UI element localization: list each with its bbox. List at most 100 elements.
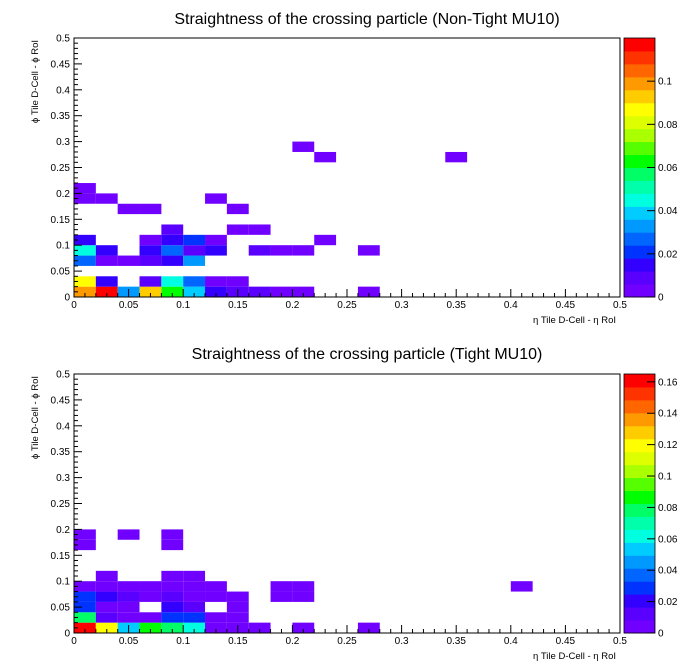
y-axis-label: ϕ Tile D-Cell - ϕ RoI [30, 376, 41, 459]
x-tick-label: 0.1 [176, 300, 190, 311]
heatmap-bin [357, 286, 380, 297]
y-tick-label: 0.2 [56, 189, 70, 200]
x-tick-label: 0.2 [285, 636, 299, 647]
heatmap-bin [183, 286, 206, 297]
heatmap-bin [248, 224, 271, 235]
heatmap-bin [74, 286, 96, 297]
heatmap-bin [183, 234, 206, 246]
colorbar-tick-label: 0.1 [658, 472, 672, 483]
heatmap-bin [205, 193, 227, 204]
colorbar-segment [624, 89, 655, 104]
x-tick-label: 0.5 [613, 636, 627, 647]
colorbar-segment [624, 115, 655, 130]
heatmap-bin [248, 622, 271, 633]
y-tick-label: 0.05 [51, 267, 71, 278]
colorbar-segment [624, 529, 655, 543]
colorbar-segment [624, 245, 655, 259]
colorbar-segment [624, 63, 655, 78]
y-tick-label: 0.15 [51, 215, 71, 226]
colorbar-segment [624, 193, 655, 207]
heatmap-bin [161, 234, 184, 246]
heatmap-bin [161, 591, 184, 602]
colorbar-segment [624, 464, 655, 479]
heatmap-bin [205, 245, 227, 256]
x-tick-label: 0.1 [176, 636, 190, 647]
colorbar-segment [624, 399, 655, 414]
colorbar-tick-label: 0.08 [658, 503, 678, 514]
chart-title: Straightness of the crossing particle (T… [192, 346, 543, 363]
heatmap-bin [74, 601, 96, 613]
heatmap-bin [248, 245, 271, 256]
colorbar-segment [624, 232, 655, 246]
heatmap-bin [183, 255, 206, 266]
x-tick-label: 0.2 [285, 300, 299, 311]
colorbar-segment [624, 438, 655, 453]
heatmap-bin [510, 581, 533, 592]
colorbar-segment [624, 258, 655, 272]
heatmap-bin [205, 612, 227, 623]
heatmap-bin [183, 601, 206, 613]
y-tick-label: 0.3 [56, 473, 70, 484]
colorbar-tick-label: 0.06 [658, 534, 678, 545]
heatmap-bin [205, 622, 227, 633]
colorbar-segment [624, 490, 655, 504]
colorbar-segment [624, 76, 655, 91]
colorbar-tick-label: 0.14 [658, 409, 678, 420]
heatmap-bin [161, 529, 184, 540]
heatmap-bin [161, 612, 184, 623]
colorbar-segment [624, 542, 655, 556]
heatmap-bin [74, 622, 96, 633]
heatmap-bin [357, 245, 380, 256]
x-tick-label: 0.25 [337, 636, 357, 647]
y-tick-label: 0.2 [56, 525, 70, 536]
x-axis-label: η Tile D-Cell - η RoI [533, 315, 616, 326]
heatmap-bin [139, 255, 162, 266]
heatmap-bin [139, 581, 162, 592]
heatmap-bin [183, 622, 206, 633]
heatmap-bin [314, 234, 337, 246]
heatmap-bin [117, 581, 140, 592]
heatmap-bin [74, 591, 96, 602]
x-tick-label: 0.45 [556, 636, 576, 647]
heatmap-bin [95, 245, 118, 256]
heatmap-bin [95, 286, 118, 297]
heatmap-bin [139, 622, 162, 633]
colorbar-segment [624, 425, 655, 440]
heatmap-bin [292, 622, 315, 633]
heatmap-bin [95, 601, 118, 613]
heatmap-bin [205, 276, 227, 287]
heatmap-bin [183, 245, 206, 256]
heatmap-bin [95, 193, 118, 204]
y-tick-label: 0.4 [56, 421, 70, 432]
y-tick-label: 0.35 [51, 447, 71, 458]
heatmap-bin [161, 570, 184, 582]
heatmap-bin [226, 224, 249, 235]
heatmap-panel-1: Straightness of the crossing particle (N… [30, 11, 678, 326]
heatmap-bin [74, 539, 96, 551]
heatmap-bin [139, 245, 162, 256]
y-tick-label: 0.5 [56, 370, 70, 381]
colorbar-segment [624, 50, 655, 65]
colorbar-tick-label: 0 [658, 629, 664, 640]
colorbar-segment [624, 374, 655, 388]
heatmap-bin [183, 581, 206, 592]
heatmap-bin [161, 601, 184, 613]
colorbar-segment [624, 271, 655, 285]
colorbar-tick-label: 0.08 [658, 120, 678, 131]
colorbar-tick-label: 0.1 [658, 77, 672, 88]
heatmap-bin [183, 591, 206, 602]
y-tick-label: 0.1 [56, 241, 70, 252]
colorbar-tick-label: 0.02 [658, 249, 678, 260]
heatmap-bin [74, 234, 96, 246]
colorbar-segment [624, 386, 655, 401]
x-tick-label: 0.35 [446, 300, 466, 311]
heatmap-bin [314, 151, 337, 163]
x-tick-label: 0.4 [504, 636, 518, 647]
colorbar-segment [624, 620, 655, 634]
heatmap-bin [161, 622, 184, 633]
x-tick-label: 0 [71, 300, 77, 311]
x-tick-label: 0.45 [556, 300, 576, 311]
heatmap-bin [95, 570, 118, 582]
